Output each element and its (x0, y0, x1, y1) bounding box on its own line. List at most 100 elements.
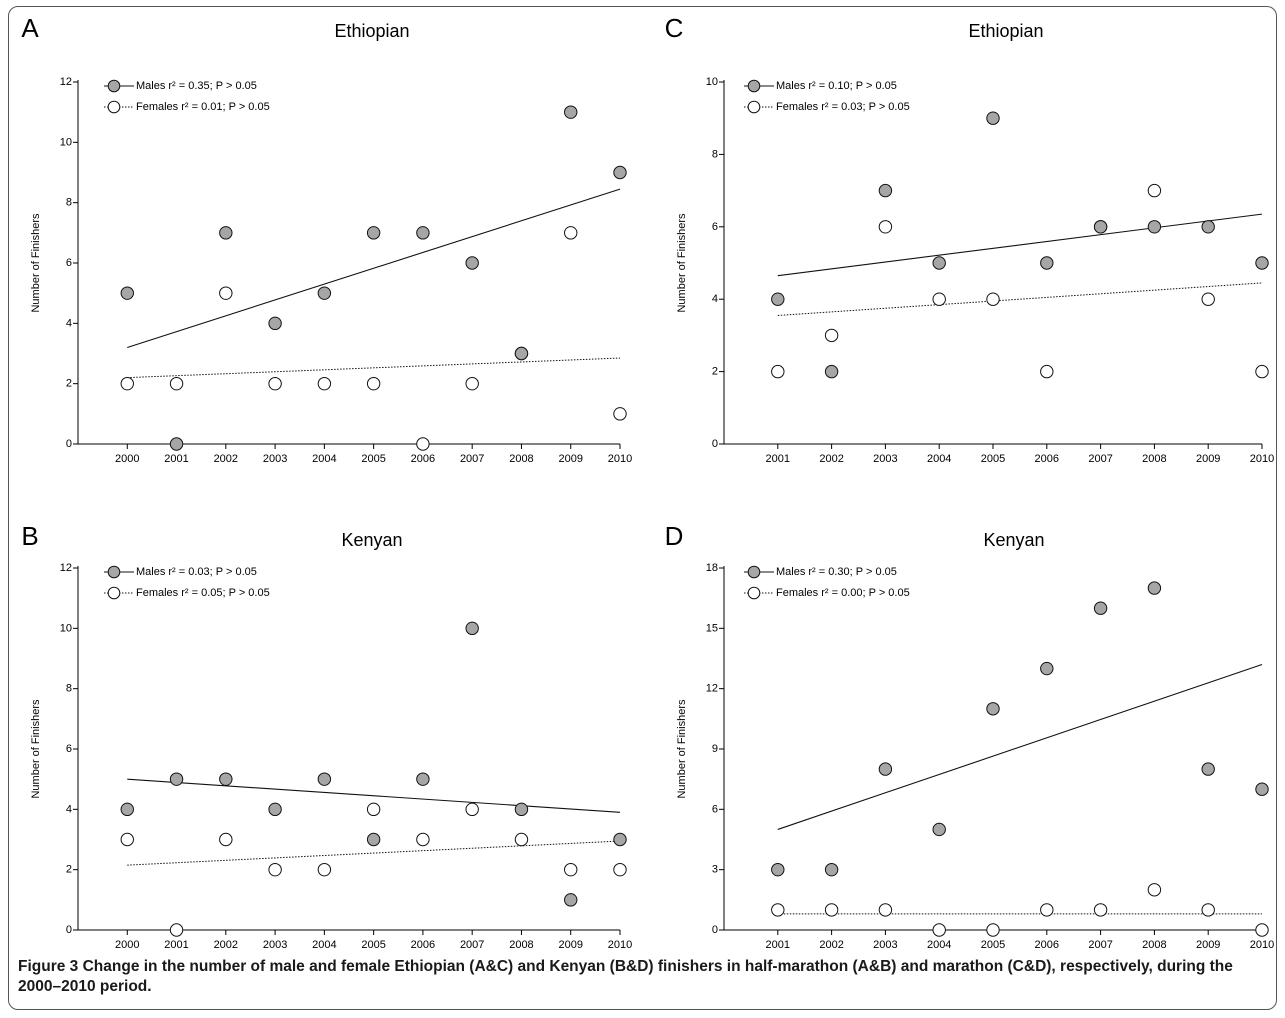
females-point (120, 376, 134, 391)
legend-label: Males r² = 0.10; P > 0.05 (776, 80, 897, 92)
females-point (465, 376, 479, 391)
males-point (613, 165, 627, 180)
y-tick-label: 8 (66, 197, 72, 209)
legend-marker (747, 100, 761, 114)
females-point (1255, 923, 1269, 937)
x-tick-label: 2010 (1250, 939, 1274, 951)
panel-b: B Kenyan 0 2 4 6 8 10 12 2000 2001 2002 2003 2004 2005… (21, 521, 632, 951)
males-point (1093, 601, 1108, 615)
y-tick-label: 9 (712, 743, 718, 755)
y-tick-label: 6 (66, 257, 72, 269)
males-trend-line (777, 213, 1263, 277)
legend-marker (747, 586, 761, 600)
x-tick-label: 2003 (873, 939, 897, 951)
females-point (120, 832, 134, 847)
females-point (268, 376, 282, 391)
males-point (416, 226, 430, 240)
legend-label: Males r² = 0.30; P > 0.05 (776, 566, 897, 578)
x-tick-label: 2010 (608, 939, 632, 951)
panel-a: A Ethiopian 0 2 4 6 8 10 12 2000 2001 2002 2003 2004 2… (21, 13, 632, 465)
y-tick-label: 2 (66, 864, 72, 876)
legend-label: Males r² = 0.03; P > 0.05 (136, 566, 257, 578)
males-point (169, 772, 184, 786)
x-tick-label: 2004 (927, 453, 951, 465)
x-tick-label: 2006 (411, 453, 435, 465)
y-tick-label: 12 (60, 76, 72, 88)
females-point (219, 286, 233, 300)
y-tick-label: 6 (66, 743, 72, 755)
x-tick-label: 2003 (263, 939, 287, 951)
females-point (564, 226, 578, 240)
legend-label: Females r² = 0.00; P > 0.05 (776, 587, 910, 599)
males-point (465, 621, 479, 636)
females-point (878, 220, 893, 234)
females-point (366, 376, 381, 391)
x-tick-label: 2002 (819, 939, 843, 951)
y-tick-label: 10 (706, 76, 718, 88)
males-trend-line (777, 664, 1263, 830)
y-tick-label: 4 (66, 803, 72, 815)
panel-title: Ethiopian (968, 21, 1043, 41)
males-point (932, 256, 946, 270)
females-point (824, 328, 839, 343)
y-tick-label: 12 (60, 562, 72, 574)
males-point (1255, 256, 1269, 270)
y-tick-label: 8 (66, 683, 72, 695)
y-tick-label: 0 (66, 438, 72, 450)
panel-letter: B (21, 521, 38, 551)
y-tick-label: 2 (66, 378, 72, 390)
females-point (613, 407, 627, 421)
x-tick-label: 2002 (214, 453, 238, 465)
x-tick-label: 2001 (766, 453, 790, 465)
females-point (771, 364, 785, 379)
females-trend-line (777, 282, 1263, 316)
males-point (878, 183, 893, 198)
males-point (366, 226, 381, 240)
x-tick-label: 2001 (164, 939, 188, 951)
x-tick-label: 2006 (1035, 453, 1059, 465)
males-point (416, 772, 430, 786)
figure-frame (8, 6, 1277, 1010)
males-point (771, 862, 785, 877)
males-point (932, 822, 946, 837)
x-tick-label: 2000 (115, 939, 139, 951)
legend-label: Males r² = 0.35; P > 0.05 (136, 80, 257, 92)
males-point (514, 802, 529, 817)
x-tick-label: 2007 (460, 453, 484, 465)
males-point (1040, 661, 1054, 676)
females-point (317, 376, 332, 391)
females-point (986, 292, 1000, 306)
females-point (169, 376, 184, 391)
y-tick-label: 18 (706, 562, 718, 574)
females-point (986, 923, 1000, 937)
x-tick-label: 2005 (981, 939, 1005, 951)
females-point (1147, 183, 1162, 198)
males-point (317, 772, 332, 786)
x-tick-label: 2008 (509, 939, 533, 951)
females-point (268, 862, 282, 877)
y-tick-label: 3 (712, 864, 718, 876)
females-point (771, 903, 785, 917)
y-axis-label: Number of Finishers (30, 213, 42, 313)
males-point (613, 832, 627, 847)
panel-d: D Kenyan 0 3 6 9 12 15 18 2001 2002 2003 2004 2005 200… (665, 521, 1275, 951)
males-trend-line (127, 188, 621, 348)
males-point (1147, 220, 1162, 234)
y-tick-label: 12 (706, 683, 718, 695)
males-point (317, 286, 332, 300)
x-tick-label: 2005 (361, 453, 385, 465)
legend-marker (107, 565, 121, 579)
x-tick-label: 2004 (927, 939, 951, 951)
panel-title: Kenyan (341, 530, 402, 550)
x-tick-label: 2009 (558, 453, 582, 465)
panel-letter: C (665, 13, 684, 43)
males-point (219, 772, 233, 786)
y-tick-label: 6 (712, 803, 718, 815)
y-axis-label: Number of Finishers (30, 699, 42, 799)
y-tick-label: 15 (706, 622, 718, 634)
x-tick-label: 2002 (819, 453, 843, 465)
males-point (268, 802, 282, 817)
y-tick-label: 6 (712, 221, 718, 233)
females-point (169, 923, 184, 937)
y-tick-label: 0 (712, 438, 718, 450)
